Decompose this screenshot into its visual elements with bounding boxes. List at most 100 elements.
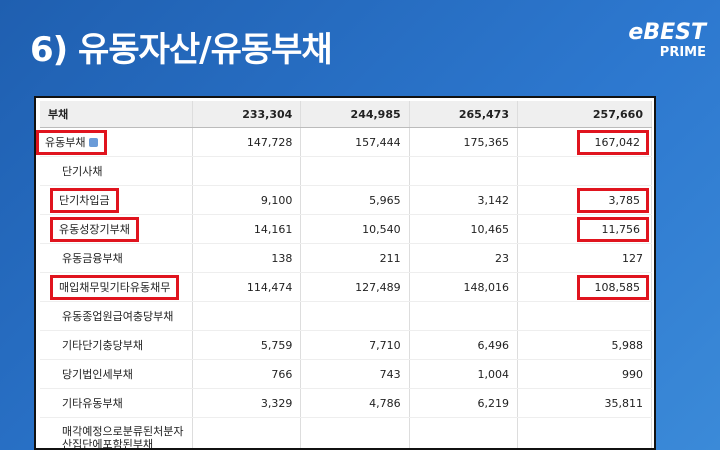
expand-icon[interactable]: [89, 138, 99, 147]
value: 5,965: [369, 193, 401, 207]
value-cell: [300, 156, 410, 186]
row-label-cell: 유동금융부채: [40, 243, 193, 273]
value-cell: [192, 301, 302, 331]
value-cell: [409, 156, 518, 186]
value-cell: 3,142: [409, 185, 518, 215]
table-row: 단기사채: [40, 156, 653, 186]
row-label-cell: 매입채무및기타유동채무: [40, 272, 193, 302]
row-label: 매각예정으로분류된처분자산집단에포함된부채: [62, 424, 184, 450]
value: 233,304: [242, 107, 293, 121]
value: 257,660: [592, 107, 643, 121]
value-cell: 108,585: [517, 272, 653, 302]
value-cell: 211: [300, 243, 410, 273]
table-row: 유동금융부채 138 211 23 127: [40, 243, 653, 273]
row-label-cell: 부채: [40, 101, 193, 128]
table-row: 유동부채 147,728 157,444 175,365 167,042: [36, 127, 653, 157]
value-cell: 14,161: [192, 214, 302, 244]
value: 114,474: [246, 280, 293, 294]
value-cell: 257,660: [517, 101, 653, 128]
value-cell: 114,474: [192, 272, 302, 302]
value-cell: 7,710: [300, 330, 410, 360]
value: 11,756: [577, 216, 649, 242]
table-row: 부채 233,304 244,985 265,473 257,660: [40, 101, 653, 128]
value: 211: [379, 251, 401, 265]
value-cell: [192, 417, 302, 448]
value: 127,489: [355, 280, 401, 294]
value: 10,465: [470, 222, 509, 236]
value-cell: [517, 301, 653, 331]
value: 3,142: [477, 193, 509, 207]
row-label: 유동부채: [36, 129, 108, 155]
value-cell: 147,728: [192, 127, 302, 157]
value-cell: 3,329: [192, 388, 302, 418]
value-cell: 5,759: [192, 330, 302, 360]
value-cell: 3,785: [517, 185, 653, 215]
value: 148,016: [463, 280, 509, 294]
logo-sub: PRIME: [659, 45, 706, 60]
value-cell: 9,100: [192, 185, 302, 215]
value: 7,710: [369, 338, 401, 352]
value-cell: 23: [409, 243, 518, 273]
value: 23: [494, 251, 509, 265]
logo-brand: eBEST: [628, 20, 706, 45]
value: 167,042: [577, 129, 649, 155]
table-row: 유동종업원급여충당부채: [40, 301, 653, 331]
row-label-cell: 매각예정으로분류된처분자산집단에포함된부채: [40, 417, 193, 450]
value: 175,365: [463, 135, 509, 149]
value: 990: [622, 367, 643, 381]
value: 157,444: [355, 135, 401, 149]
value: 6,496: [477, 338, 509, 352]
logo: eBEST PRIME: [628, 20, 706, 60]
value-cell: 5,988: [517, 330, 653, 360]
value-cell: 127: [517, 243, 653, 273]
value-cell: 175,365: [409, 127, 518, 157]
row-label: 부채: [48, 107, 69, 121]
row-label: 기타유동부채: [62, 396, 123, 410]
value-cell: 157,444: [300, 127, 410, 157]
value-cell: 127,489: [300, 272, 410, 302]
value: 244,985: [350, 107, 401, 121]
value-cell: 35,811: [517, 388, 653, 418]
slide-title: 6) 유동자산/유동부채: [30, 30, 333, 70]
row-label-cell: 기타단기충당부채: [40, 330, 193, 360]
row-label: 당기법인세부채: [62, 367, 133, 381]
table-row: 유동성장기부채 14,161 10,540 10,465 11,756: [40, 214, 653, 244]
table-panel: 부채 233,304 244,985 265,473 257,660 유동부채 147,72…: [34, 96, 656, 450]
value: 138: [271, 251, 293, 265]
value: 9,100: [260, 193, 293, 207]
row-label: 유동성장기부채: [50, 216, 139, 242]
value-cell: 766: [192, 359, 302, 389]
value-cell: 4,786: [300, 388, 410, 418]
value: 265,473: [458, 107, 509, 121]
table-row: 기타단기충당부채 5,759 7,710 6,496 5,988: [40, 330, 653, 360]
value-cell: 10,465: [409, 214, 518, 244]
value-cell: [300, 301, 410, 331]
table: 부채 233,304 244,985 265,473 257,660 유동부채 147,72…: [36, 101, 653, 450]
value-cell: 990: [517, 359, 653, 389]
value-cell: 6,219: [409, 388, 518, 418]
table-row: 당기법인세부채 766 743 1,004 990: [40, 359, 653, 389]
value: 4,786: [369, 396, 401, 410]
value: 5,759: [260, 338, 293, 352]
row-label-cell: 단기사채: [40, 156, 193, 186]
value-cell: 244,985: [300, 101, 410, 128]
value-cell: 743: [300, 359, 410, 389]
value: 3,785: [577, 187, 649, 213]
value: 1,004: [477, 367, 509, 381]
row-label-cell: 유동성장기부채: [40, 214, 193, 244]
value-cell: 148,016: [409, 272, 518, 302]
value: 108,585: [577, 274, 649, 300]
table-row: 단기차입금 9,100 5,965 3,142 3,785: [40, 185, 653, 215]
value: 35,811: [604, 396, 644, 410]
value-cell: [517, 156, 653, 186]
row-label: 단기차입금: [50, 187, 119, 213]
value-cell: [300, 417, 410, 448]
value: 3,329: [260, 396, 293, 410]
value-cell: 11,756: [517, 214, 653, 244]
value-cell: 6,496: [409, 330, 518, 360]
value: 14,161: [253, 222, 293, 236]
value: 147,728: [246, 135, 293, 149]
value: 743: [379, 367, 401, 381]
row-label: 유동종업원급여충당부채: [62, 309, 174, 323]
